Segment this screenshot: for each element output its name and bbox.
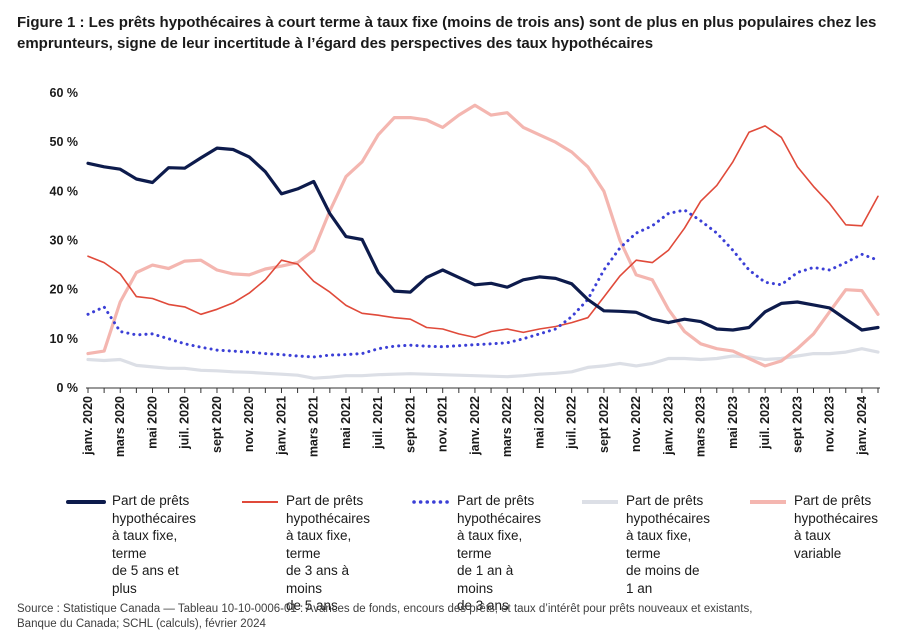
x-tick-label: mars 2022 bbox=[500, 396, 514, 457]
legend-swatch bbox=[242, 501, 278, 503]
legend-label: Part de prêts hypothécaires à taux fixe,… bbox=[457, 493, 542, 613]
legend-label: Part de prêts hypothécaires à taux fixe,… bbox=[286, 493, 371, 613]
x-axis: janv. 2020 mars 2020 mai 2020 juil. 2020 sep… bbox=[81, 387, 880, 457]
x-tick-label: nov. 2021 bbox=[436, 396, 450, 452]
series-lines bbox=[86, 103, 880, 380]
x-tick-label: janv. 2020 bbox=[81, 396, 95, 456]
x-tick-label: mai 2021 bbox=[339, 396, 353, 449]
x-tick-label: nov. 2022 bbox=[629, 396, 643, 452]
legend-label: Part de prêts hypothécaires à taux fixe,… bbox=[626, 493, 711, 596]
legend-swatch bbox=[582, 500, 618, 504]
y-axis: 0 % 10 % 20 % 30 % 40 % 50 % 60 % bbox=[50, 86, 79, 395]
series-line-2 bbox=[86, 208, 880, 359]
y-tick-label: 40 % bbox=[50, 184, 79, 198]
y-tick-label: 0 % bbox=[56, 381, 78, 395]
series-line-1 bbox=[87, 125, 879, 339]
y-tick-label: 60 % bbox=[50, 86, 79, 100]
x-tick-label: nov. 2020 bbox=[242, 396, 256, 452]
x-tick-label: janv. 2021 bbox=[274, 396, 288, 456]
chart-title: Figure 1 : Les prêts hypothécaires à cou… bbox=[17, 14, 877, 52]
legend-swatch bbox=[412, 500, 451, 504]
legend-swatch bbox=[66, 500, 106, 504]
x-tick-label: juil. 2023 bbox=[758, 396, 772, 450]
y-tick-label: 50 % bbox=[50, 135, 79, 149]
x-tick-label: juil. 2021 bbox=[371, 396, 385, 450]
series-line-4 bbox=[86, 103, 880, 368]
x-tick-label: sept 2022 bbox=[597, 396, 611, 453]
x-tick-label: juil. 2022 bbox=[565, 396, 579, 450]
x-tick-label: mai 2020 bbox=[145, 396, 159, 449]
legend-label: Part de prêts hypothécaires à taux fixe,… bbox=[112, 493, 197, 596]
x-tick-label: juil. 2020 bbox=[178, 396, 192, 450]
legend-label: Part de prêts hypothécaires à taux varia… bbox=[794, 493, 879, 561]
x-tick-label: nov. 2023 bbox=[823, 396, 837, 452]
legend-swatch bbox=[750, 500, 786, 504]
y-tick-label: 20 % bbox=[50, 283, 79, 297]
x-tick-label: mars 2023 bbox=[694, 396, 708, 457]
x-tick-label: mars 2021 bbox=[307, 396, 321, 457]
legend: Part de prêts hypothécaires à taux fixe,… bbox=[66, 492, 922, 613]
x-tick-label: sept 2020 bbox=[210, 396, 224, 453]
x-tick-label: sept 2023 bbox=[790, 396, 804, 453]
x-tick-label: janv. 2024 bbox=[855, 396, 869, 456]
x-tick-label: mai 2023 bbox=[726, 396, 740, 449]
x-tick-label: janv. 2022 bbox=[468, 396, 482, 456]
series-line-0 bbox=[86, 146, 880, 332]
y-tick-label: 30 % bbox=[50, 234, 79, 248]
x-tick-label: mars 2020 bbox=[113, 396, 127, 457]
x-tick-label: janv. 2023 bbox=[661, 396, 675, 456]
x-tick-label: sept 2021 bbox=[403, 396, 417, 453]
y-tick-label: 10 % bbox=[50, 332, 79, 346]
line-chart: 0 % 10 % 20 % 30 % 40 % 50 % 60 % janv. 2020 ma… bbox=[50, 86, 880, 457]
source-note: Source : Statistique Canada — Tableau 10… bbox=[17, 603, 753, 630]
x-tick-label: mai 2022 bbox=[532, 396, 546, 449]
